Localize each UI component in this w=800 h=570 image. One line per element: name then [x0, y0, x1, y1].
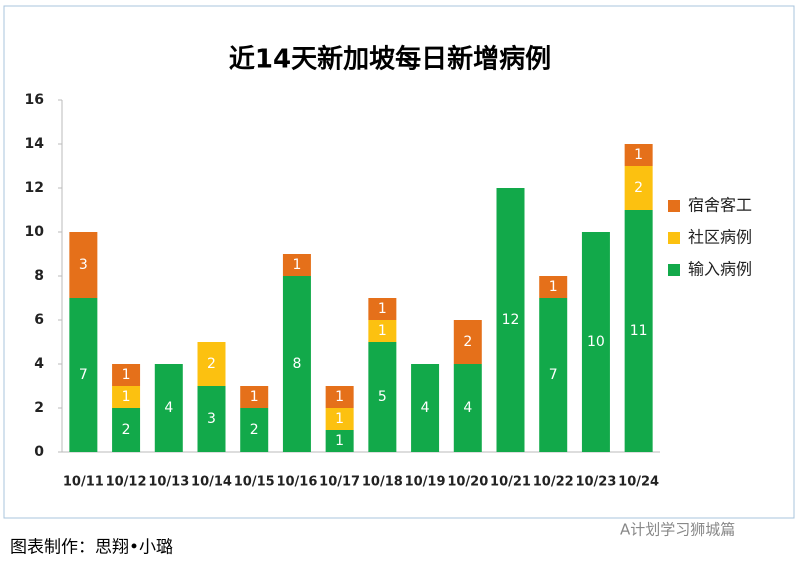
watermark: A计划学习狮城篇 [620, 521, 735, 539]
legend-label: 输入病例 [688, 260, 752, 279]
data-label: 5 [378, 389, 387, 405]
bar-segment [112, 386, 141, 408]
data-label: 4 [421, 400, 430, 416]
legend-label: 宿舍客工 [688, 196, 752, 215]
data-label: 1 [250, 389, 259, 405]
x-tick-label: 10/18 [362, 475, 403, 490]
bar-segment [539, 298, 568, 452]
x-tick-label: 10/16 [276, 475, 317, 490]
data-label: 2 [122, 422, 131, 438]
bar-segment [240, 408, 269, 452]
x-tick-label: 10/11 [63, 475, 104, 490]
x-tick-label: 10/17 [319, 475, 360, 490]
x-tick-label: 10/19 [405, 475, 446, 490]
bar-segment [69, 232, 98, 298]
x-tick-label: 10/15 [234, 475, 275, 490]
data-label: 11 [630, 323, 648, 339]
data-label: 1 [122, 389, 131, 405]
data-label: 1 [122, 367, 131, 383]
data-label: 7 [549, 367, 558, 383]
data-label: 10 [587, 334, 605, 350]
data-label: 1 [549, 279, 558, 295]
bar-segment [368, 342, 397, 452]
bar-segment [624, 144, 653, 166]
legend-swatch [668, 232, 680, 244]
data-label: 1 [378, 323, 387, 339]
bar-segment [496, 188, 525, 452]
bar-segment [282, 254, 311, 276]
legend-swatch [668, 200, 680, 212]
bar-segment [325, 408, 354, 430]
data-label: 3 [79, 257, 88, 273]
data-label: 2 [207, 356, 216, 372]
legend-label: 社区病例 [688, 228, 752, 247]
bar-segment [282, 276, 311, 452]
data-label: 2 [634, 180, 643, 196]
data-label: 4 [463, 400, 472, 416]
data-label: 3 [207, 411, 216, 427]
bar-segment [112, 364, 141, 386]
y-tick-label: 16 [25, 92, 44, 108]
bar-segment [325, 430, 354, 452]
data-label: 12 [502, 312, 520, 328]
bar-segment [69, 298, 98, 452]
data-label: 1 [378, 301, 387, 317]
bar-segment [624, 166, 653, 210]
y-tick-label: 8 [34, 268, 44, 284]
x-tick-label: 10/24 [618, 475, 659, 490]
x-tick-label: 10/20 [447, 475, 488, 490]
bar-segment [197, 342, 226, 386]
credit: 图表制作：思翔•小璐 [10, 538, 173, 558]
y-tick-label: 10 [25, 224, 45, 240]
bar-segment [154, 364, 183, 452]
x-tick-label: 10/12 [106, 475, 147, 490]
data-label: 1 [335, 433, 344, 449]
data-label: 8 [292, 356, 301, 372]
y-tick-label: 2 [34, 400, 44, 416]
x-tick-label: 10/21 [490, 475, 531, 490]
data-label: 1 [335, 411, 344, 427]
bar-segment [325, 386, 354, 408]
data-label: 7 [79, 367, 88, 383]
bar-segment [411, 364, 440, 452]
x-tick-label: 10/14 [191, 475, 232, 490]
bar-segment [581, 232, 610, 452]
y-tick-label: 6 [34, 312, 44, 328]
bar-segment [453, 364, 482, 452]
bar-segment [453, 320, 482, 364]
legend-swatch [668, 264, 680, 276]
data-label: 4 [164, 400, 173, 416]
x-tick-label: 10/22 [533, 475, 574, 490]
x-tick-label: 10/23 [575, 475, 616, 490]
data-label: 1 [634, 147, 643, 163]
bar-segment [197, 386, 226, 452]
bar-segment [240, 386, 269, 408]
y-tick-label: 14 [25, 136, 45, 152]
x-tick-label: 10/13 [148, 475, 189, 490]
bar-segment [112, 408, 141, 452]
data-label: 2 [463, 334, 472, 350]
data-label: 2 [250, 422, 259, 438]
y-tick-label: 12 [25, 180, 44, 196]
bar-segment [368, 298, 397, 320]
bar-segment [624, 210, 653, 452]
y-tick-label: 4 [34, 356, 44, 372]
data-label: 1 [292, 257, 301, 273]
y-tick-label: 0 [34, 444, 44, 460]
bar-segment [368, 320, 397, 342]
bar-segment [539, 276, 568, 298]
data-label: 1 [335, 389, 344, 405]
chart-title: 近14天新加坡每日新增病例 [229, 44, 551, 75]
